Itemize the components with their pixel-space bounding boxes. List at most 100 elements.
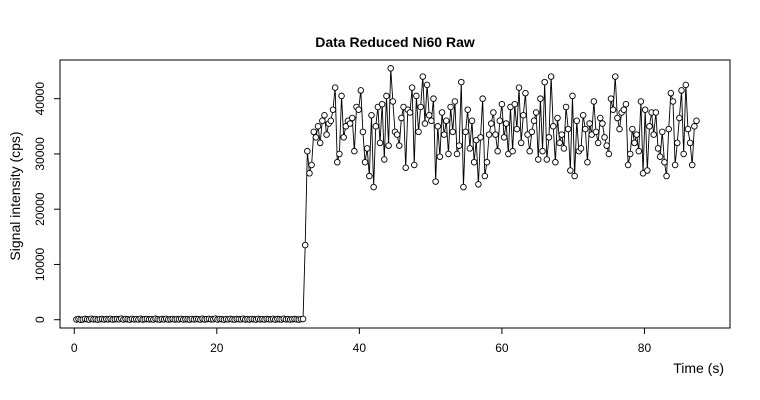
data-point	[592, 128, 600, 136]
data-point	[496, 117, 504, 125]
data-point	[620, 106, 628, 113]
data-point	[654, 145, 662, 152]
data-point	[299, 315, 307, 323]
data-point	[468, 117, 476, 125]
data-point	[368, 112, 375, 119]
data-point	[520, 112, 527, 119]
data-point	[306, 170, 313, 177]
data-point	[423, 81, 431, 89]
data-point	[383, 92, 390, 100]
data-point	[635, 147, 643, 155]
data-point	[430, 95, 437, 102]
data-point	[458, 78, 465, 86]
data-point	[490, 109, 497, 116]
data-point	[351, 147, 358, 155]
data-point	[674, 139, 681, 147]
y-tick-label: 40000	[33, 82, 47, 116]
data-point	[614, 114, 621, 122]
data-point	[438, 109, 446, 116]
data-point	[436, 153, 444, 160]
data-point	[641, 106, 649, 113]
data-point	[453, 150, 461, 158]
data-point	[601, 134, 608, 141]
data-point	[451, 98, 459, 105]
data-point	[393, 131, 401, 138]
data-point	[434, 123, 442, 130]
data-point	[487, 120, 495, 127]
data-point	[502, 120, 510, 127]
plot-frame	[59, 59, 731, 329]
data-point	[402, 164, 409, 171]
data-point	[475, 181, 482, 188]
data-point	[361, 158, 369, 166]
data-point	[584, 158, 591, 166]
series-signal	[73, 65, 700, 323]
data-point	[301, 241, 309, 249]
data-point	[425, 112, 433, 119]
data-point	[693, 117, 700, 125]
data-point	[449, 128, 456, 136]
y-tick-label: 20000	[33, 192, 47, 226]
data-point	[314, 123, 322, 130]
data-point	[577, 145, 585, 152]
data-point	[464, 106, 471, 113]
data-point	[579, 112, 587, 119]
data-point	[671, 161, 679, 169]
data-point	[485, 131, 493, 138]
data-point	[669, 98, 677, 105]
data-point	[479, 95, 486, 102]
data-point	[537, 95, 544, 102]
data-point	[387, 65, 394, 72]
data-point	[460, 183, 467, 191]
data-point	[419, 73, 427, 80]
data-point	[432, 178, 439, 185]
data-point	[440, 131, 448, 138]
data-point	[370, 183, 377, 191]
data-point	[663, 172, 670, 180]
data-point	[323, 131, 330, 138]
data-point	[556, 139, 563, 147]
data-point	[348, 114, 356, 122]
data-point	[656, 153, 664, 160]
data-point	[528, 128, 536, 136]
data-point	[455, 142, 463, 149]
data-point	[363, 145, 371, 152]
data-point	[597, 114, 604, 122]
data-point	[586, 120, 593, 127]
data-point	[321, 112, 328, 119]
data-point	[599, 120, 606, 127]
data-point	[336, 150, 343, 158]
data-point	[304, 147, 311, 155]
data-point	[498, 100, 506, 108]
data-point	[605, 150, 613, 158]
data-point	[554, 114, 561, 122]
data-point	[678, 87, 685, 94]
chart-title: Data Reduced Ni60 Raw	[315, 34, 475, 50]
data-point	[331, 84, 339, 91]
data-point	[631, 139, 638, 147]
data-point	[659, 128, 666, 136]
data-point	[558, 131, 566, 138]
data-point	[545, 134, 553, 141]
data-point	[552, 158, 559, 166]
data-point	[571, 172, 578, 180]
data-point	[594, 139, 602, 147]
data-point	[609, 106, 617, 113]
data-point	[567, 167, 574, 174]
data-point	[406, 109, 414, 116]
data-point	[346, 120, 354, 127]
data-point	[398, 114, 405, 122]
data-point	[539, 147, 546, 155]
data-point	[338, 92, 345, 100]
data-point	[511, 100, 518, 108]
data-point	[611, 73, 619, 80]
data-point	[445, 150, 452, 158]
y-tick-label: 30000	[33, 137, 47, 171]
data-point	[622, 100, 630, 108]
data-point	[633, 131, 640, 138]
data-point	[443, 117, 450, 125]
data-point	[665, 125, 672, 133]
data-point	[415, 128, 422, 136]
data-point	[650, 131, 657, 138]
